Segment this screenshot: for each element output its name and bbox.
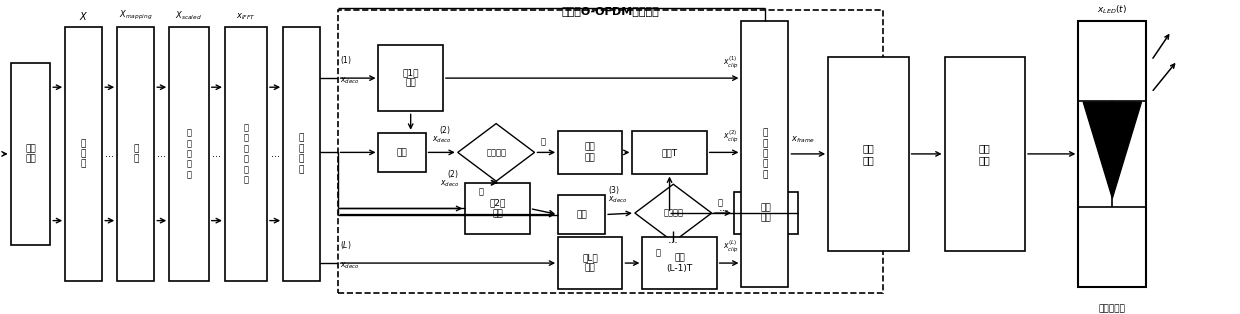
Text: $x_{deco}$: $x_{deco}$ bbox=[340, 260, 360, 271]
Bar bbox=[828, 57, 909, 251]
Bar bbox=[224, 27, 267, 281]
Text: 相减: 相减 bbox=[397, 148, 408, 157]
Bar bbox=[558, 195, 605, 234]
Text: 否: 否 bbox=[656, 248, 661, 257]
Text: $x_{LED}(t)$: $x_{LED}(t)$ bbox=[1097, 3, 1127, 16]
Text: $(2)$: $(2)$ bbox=[439, 124, 451, 136]
Text: ...: ... bbox=[270, 149, 279, 159]
Polygon shape bbox=[1084, 102, 1142, 198]
Text: 是: 是 bbox=[541, 137, 546, 146]
Text: $x_{deco}$: $x_{deco}$ bbox=[340, 75, 360, 86]
Bar bbox=[378, 45, 443, 111]
Text: 延迟T: 延迟T bbox=[661, 148, 677, 157]
Bar bbox=[742, 20, 789, 287]
Bar bbox=[117, 27, 154, 281]
Text: 发光二极管: 发光二极管 bbox=[1099, 304, 1126, 313]
Text: ...: ... bbox=[212, 149, 221, 159]
Text: 第L次
限幅: 第L次 限幅 bbox=[583, 253, 598, 273]
Text: 逆
傅
里
叶
变
换: 逆 傅 里 叶 变 换 bbox=[243, 123, 248, 184]
Text: 信息
序列: 信息 序列 bbox=[25, 144, 36, 164]
Text: 第2次
限幅: 第2次 限幅 bbox=[490, 199, 506, 218]
Bar bbox=[283, 27, 320, 281]
Text: ...: ... bbox=[157, 149, 166, 159]
Text: $x_{deco}$: $x_{deco}$ bbox=[608, 195, 627, 205]
Text: $X$: $X$ bbox=[79, 10, 88, 22]
Text: $x_{frame}$: $x_{frame}$ bbox=[791, 134, 815, 145]
Text: $(L)$: $(L)$ bbox=[340, 239, 352, 251]
Text: $x_{deco}$: $x_{deco}$ bbox=[433, 134, 451, 145]
Text: 数模
转换: 数模 转换 bbox=[863, 143, 874, 165]
Text: 是: 是 bbox=[718, 198, 723, 207]
Bar bbox=[632, 131, 707, 174]
Text: $x^{(L)}_{clip}$: $x^{(L)}_{clip}$ bbox=[723, 240, 739, 256]
Text: 相减: 相减 bbox=[577, 210, 587, 219]
Text: 并
串
变
换: 并 串 变 换 bbox=[299, 134, 304, 174]
Polygon shape bbox=[635, 184, 712, 242]
Text: 预
尺
度
变
换: 预 尺 度 变 换 bbox=[186, 129, 191, 179]
Text: $(2)$: $(2)$ bbox=[446, 168, 459, 180]
Text: ...: ... bbox=[719, 203, 729, 213]
Polygon shape bbox=[458, 124, 534, 181]
Text: $x^{(1)}_{clip}$: $x^{(1)}_{clip}$ bbox=[723, 55, 739, 71]
Text: 否: 否 bbox=[479, 187, 484, 196]
Text: $x_{IFFT}$: $x_{IFFT}$ bbox=[236, 12, 255, 22]
Text: 是否为零: 是否为零 bbox=[663, 208, 683, 218]
Bar bbox=[465, 183, 529, 234]
Bar bbox=[169, 27, 208, 281]
Text: 第1次
限幅: 第1次 限幅 bbox=[403, 68, 419, 88]
Text: $X_{mapping}$: $X_{mapping}$ bbox=[119, 9, 153, 22]
Text: $x^{(2)}_{clip}$: $x^{(2)}_{clip}$ bbox=[723, 129, 739, 145]
Text: $x_{deco}$: $x_{deco}$ bbox=[440, 178, 459, 189]
Bar bbox=[1079, 20, 1147, 287]
Bar bbox=[945, 57, 1025, 251]
Text: $(3)$: $(3)$ bbox=[608, 184, 620, 196]
Bar bbox=[734, 192, 799, 234]
Text: 映
射: 映 射 bbox=[133, 144, 139, 164]
Bar bbox=[378, 133, 425, 172]
Bar bbox=[558, 131, 622, 174]
Bar bbox=[558, 237, 622, 289]
Text: ...: ... bbox=[668, 235, 678, 245]
Bar bbox=[642, 237, 717, 289]
Bar bbox=[337, 10, 883, 293]
Text: ...: ... bbox=[105, 149, 114, 159]
Text: 自适应O-OFDM符号分解: 自适应O-OFDM符号分解 bbox=[562, 6, 658, 16]
Text: 延迟
(L-1)T: 延迟 (L-1)T bbox=[666, 253, 693, 273]
Text: 停止
限幅: 停止 限幅 bbox=[585, 143, 595, 162]
Text: $(1)$: $(1)$ bbox=[340, 54, 352, 66]
Text: 调
制
器: 调 制 器 bbox=[81, 139, 87, 169]
Text: $X_{scaled}$: $X_{scaled}$ bbox=[176, 9, 202, 22]
Text: 直流
偏置: 直流 偏置 bbox=[978, 143, 991, 165]
Text: 是否为零: 是否为零 bbox=[486, 148, 506, 157]
Bar bbox=[66, 27, 102, 281]
Bar bbox=[11, 63, 51, 245]
Text: 加
循
环
前
缀: 加 循 环 前 缀 bbox=[763, 129, 768, 179]
Text: 停止
限幅: 停止 限幅 bbox=[761, 203, 771, 223]
